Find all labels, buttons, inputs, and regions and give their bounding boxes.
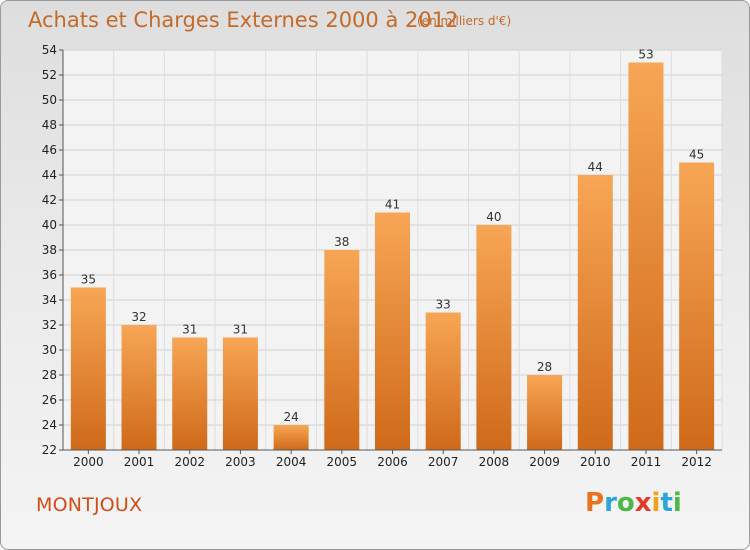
data-label: 44: [588, 160, 603, 174]
data-label: 41: [385, 198, 400, 212]
chart-title: Achats et Charges Externes 2000 à 2012: [28, 8, 459, 32]
logo-letter: x: [634, 488, 652, 518]
y-tick-label: 32: [42, 318, 57, 332]
logo-letter: i: [672, 488, 682, 518]
x-tick-label: 2001: [124, 455, 155, 469]
data-label: 38: [334, 235, 349, 249]
bar: [577, 175, 613, 450]
y-tick-label: 50: [42, 93, 57, 107]
x-tick-label: 2002: [174, 455, 205, 469]
x-tick-label: 2003: [225, 455, 256, 469]
y-tick-label: 42: [42, 193, 57, 207]
logo-letter: t: [660, 488, 673, 518]
y-tick-label: 38: [42, 243, 57, 257]
y-tick-label: 36: [42, 268, 57, 282]
data-label: 32: [131, 310, 146, 324]
logo-letter: P: [585, 488, 605, 518]
data-label: 24: [283, 410, 298, 424]
bar: [375, 212, 410, 450]
bar: [172, 337, 208, 450]
data-label: 45: [689, 148, 704, 162]
x-tick-label: 2012: [681, 455, 712, 469]
bar: [425, 312, 461, 450]
y-tick-label: 54: [42, 43, 57, 57]
bar: [222, 337, 258, 450]
y-tick-label: 48: [42, 118, 57, 132]
x-tick-label: 2004: [276, 455, 307, 469]
x-tick-label: 2009: [529, 455, 560, 469]
x-tick-label: 2011: [631, 455, 662, 469]
data-label: 33: [436, 298, 451, 312]
data-label: 31: [182, 323, 197, 337]
y-tick-label: 26: [42, 393, 57, 407]
bar: [527, 375, 563, 450]
bar: [273, 425, 309, 450]
bar: [121, 325, 157, 450]
y-tick-label: 22: [42, 443, 57, 457]
bar: [324, 250, 360, 450]
y-tick-label: 34: [42, 293, 57, 307]
x-tick-label: 2010: [580, 455, 611, 469]
bar: [628, 62, 664, 450]
data-label: 53: [638, 48, 653, 62]
y-tick-label: 28: [42, 368, 57, 382]
x-tick-label: 2005: [327, 455, 358, 469]
y-tick-label: 24: [42, 418, 57, 432]
x-tick-label: 2006: [377, 455, 408, 469]
y-tick-label: 30: [42, 343, 57, 357]
proxiti-logo: Proxiti: [585, 488, 682, 518]
commune-name: MONTJOUX: [36, 494, 143, 516]
logo-letter: i: [651, 488, 661, 518]
y-tick-label: 44: [42, 168, 57, 182]
bar: [476, 225, 512, 450]
logo-letter: o: [616, 488, 635, 518]
y-tick-label: 52: [42, 68, 57, 82]
bar: [679, 162, 715, 450]
x-tick-label: 2000: [73, 455, 104, 469]
chart-unit: (en milliers d'€): [417, 14, 512, 28]
data-label: 35: [81, 273, 96, 287]
y-tick-label: 40: [42, 218, 57, 232]
x-tick-label: 2008: [479, 455, 510, 469]
bar: [70, 287, 106, 450]
data-label: 28: [537, 360, 552, 374]
x-tick-label: 2007: [428, 455, 459, 469]
data-label: 31: [233, 323, 248, 337]
y-tick-label: 46: [42, 143, 57, 157]
data-label: 40: [486, 210, 501, 224]
logo-letter: r: [604, 488, 617, 518]
